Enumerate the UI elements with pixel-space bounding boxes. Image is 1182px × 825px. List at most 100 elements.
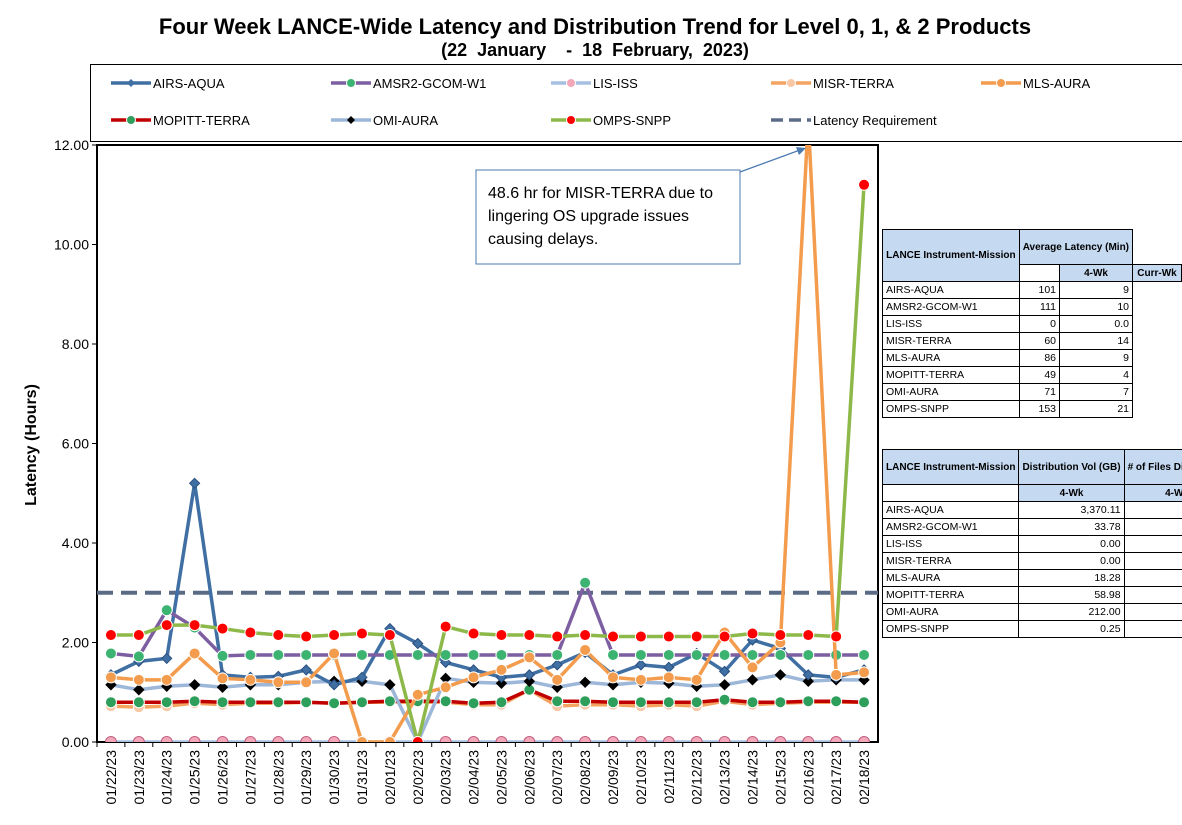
distribution-cell-mission: OMI-AURA [882,603,1020,621]
series-mopitt-terra [104,683,871,710]
data-point [802,648,815,661]
data-point [188,619,201,632]
x-tick-label: 01/27/23 [242,750,258,805]
data-point [830,671,842,684]
data-point [774,636,787,649]
data-point [663,677,675,690]
legend: AIRS-AQUA AMSR2-GCOM-W1 LIS-ISS MISR-TERRA M… [90,64,1182,142]
series-mls-aura [104,145,871,742]
latency-cell-col1: 86 [1018,349,1061,367]
data-point [160,673,173,686]
data-point [579,695,592,708]
data-point [830,736,843,742]
latency-cell-col1: 101 [1018,281,1061,299]
latency-cell-mission: AIRS-AQUA [882,281,1020,299]
data-point [383,629,396,642]
data-point [690,647,703,660]
plot-area [96,144,879,743]
data-point [104,736,117,742]
legend-marker [347,116,355,124]
distribution-cell-col1: 58.98 [1018,586,1125,604]
latency-cell-mission: MOPITT-TERRA [882,366,1020,384]
data-point [830,668,843,681]
data-point [523,669,536,681]
latency-table-body: AIRS-AQUA 101 9 AMSR2-GCOM-W1 111 10 LIS-ISS 0 0… [882,281,1182,418]
legend-item-lis-iss: LIS-ISS [551,76,638,91]
dist-head-mission: LANCE Instrument-Mission [882,449,1020,485]
x-tick-label: 02/01/23 [382,750,398,805]
x-tick-label: 02/11/23 [661,750,677,804]
data-point [439,681,452,694]
data-point [551,700,564,713]
legend-item-mopitt-terra: MOPITT-TERRA [111,113,250,128]
data-point [858,696,871,709]
distribution-cell-col2: 58,855 [1123,603,1182,621]
data-point [412,637,424,650]
data-point [411,696,424,709]
data-point [523,675,536,688]
data-point [188,736,201,742]
data-point [467,627,480,640]
data-point [328,629,341,642]
x-tick-label: 02/03/23 [438,750,454,805]
latency-cell-mission: OMI-AURA [882,383,1020,401]
dist-head-vol: Distribution Vol (GB) [1018,449,1125,485]
distribution-cell-mission: MOPITT-TERRA [882,586,1020,604]
data-point [356,671,368,684]
series-omi-aura [105,669,870,742]
data-point [439,696,452,709]
data-point [579,736,592,742]
data-point [467,697,480,710]
latency-cell-col2: 4 [1059,366,1134,384]
data-point [161,680,173,692]
annotation-arrowhead [796,147,806,155]
data-point [384,622,396,635]
data-point [523,648,536,661]
latency-cell-col2: 10 [1059,298,1134,316]
x-tick-label: 02/16/23 [800,750,816,805]
data-point [634,736,647,742]
data-point [160,604,173,617]
data-point [467,676,480,689]
data-point [551,695,564,708]
data-point [551,681,563,693]
data-point [746,627,759,640]
data-point [160,700,173,713]
data-point [216,698,229,711]
data-point [551,659,563,671]
data-point [300,696,313,709]
data-point [104,696,117,709]
data-point [467,736,480,742]
data-point [802,629,815,642]
data-point [579,643,592,656]
data-point [411,688,424,701]
dist-col-vol-4wk: 4-Wk [1018,484,1125,502]
distribution-cell-mission: MISR-TERRA [882,552,1020,570]
data-point [272,670,285,683]
y-tick-label: 6.00 [62,436,89,452]
latency-cell-mission: OMPS-SNPP [882,400,1020,418]
data-point [411,736,424,742]
y-tick-label: 12.00 [54,137,89,153]
latency-row: MOPITT-TERRA 49 4 [882,366,1182,384]
distribution-cell-col2: 25 [1123,620,1182,638]
data-point [244,671,257,684]
data-point [690,700,703,713]
data-point [746,634,759,646]
latency-cell-mission: AMSR2-GCOM-W1 [882,298,1020,316]
data-point [216,649,229,662]
data-point [858,648,871,661]
data-point [774,696,787,709]
latency-head-mission: LANCE Instrument-Mission [882,229,1020,282]
distribution-cell-col2: 82,434 [1123,518,1182,536]
data-point [188,621,201,634]
legend-marker [996,78,1006,88]
data-point [132,701,145,714]
data-point [662,736,675,742]
legend-label: AIRS-AQUA [153,76,225,91]
data-point [272,696,285,709]
data-point [216,696,229,709]
data-point [607,671,620,684]
